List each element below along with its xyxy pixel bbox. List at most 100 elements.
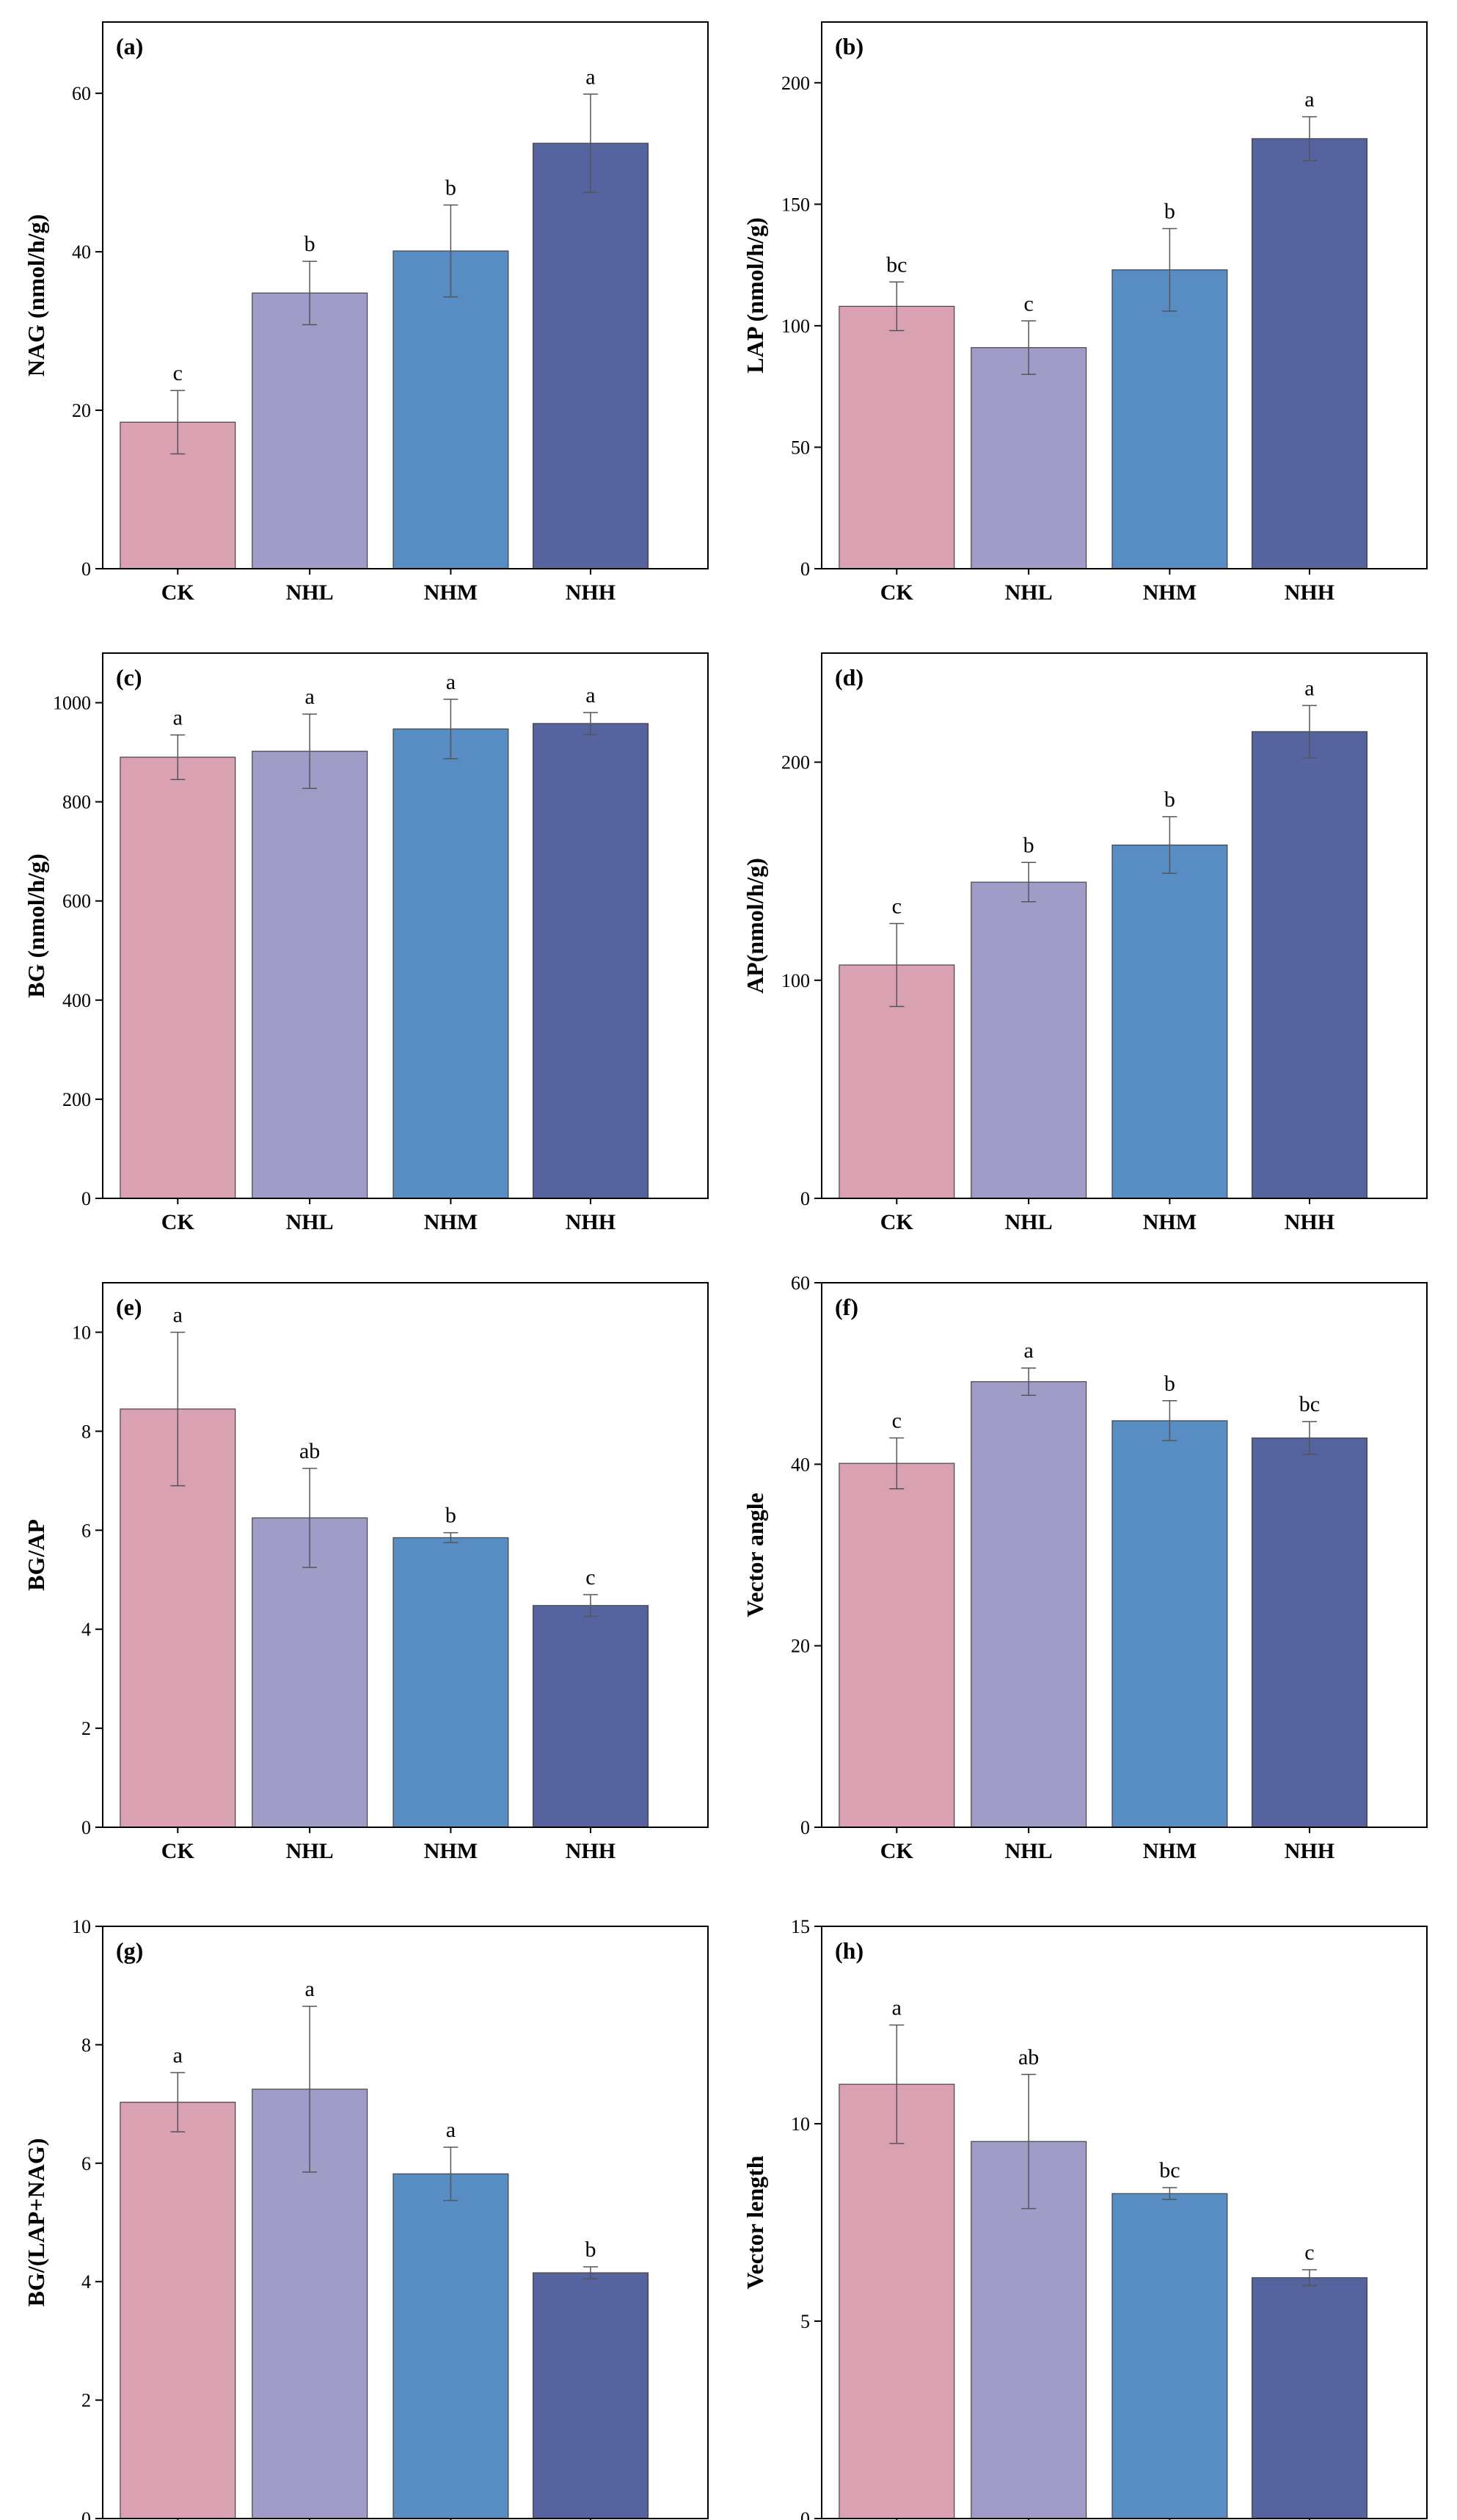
error-bar-nhm [1162, 227, 1177, 312]
error-bar-ck [170, 2072, 186, 2133]
significance-letter: a [173, 2043, 183, 2067]
bar-nhl [252, 751, 368, 1199]
y-tick-label: 0 [81, 558, 91, 580]
bar-ck [839, 1463, 955, 1828]
error-bar-nhh [1301, 116, 1317, 161]
y-tick-label: 60 [72, 83, 91, 104]
x-tick-label: NHM [424, 1210, 478, 1234]
error-bar-nhl [1021, 2074, 1037, 2210]
x-tick-label: NHH [566, 580, 616, 605]
error-bar-ck [889, 2024, 905, 2144]
error-bar-nhh [1301, 1421, 1317, 1455]
chart-panel-4: c b b a 0 100 200 CK NHL NHM NHH AP(nmol/h/g) (d) [742, 652, 1428, 1234]
y-tick-label: 0 [800, 2508, 810, 2520]
y-axis-label: BG/AP [23, 1519, 49, 1591]
y-tick-label: 0 [81, 1188, 91, 1209]
y-axis-label: Vector length [742, 2155, 768, 2289]
chart-panel-6: c a b bc 0 20 40 60 CK NHL NHM NHH Vector angle (f) [742, 1272, 1428, 1863]
y-tick-label: 0 [81, 1817, 91, 1838]
error-bar-nhm [443, 1532, 459, 1543]
significance-letter: b [585, 2237, 596, 2262]
significance-letter: b [1164, 199, 1175, 223]
bar-ck [839, 2083, 955, 2519]
x-tick-label: CK [880, 1839, 914, 1863]
y-tick-label: 6 [81, 1520, 91, 1541]
bar-nhm [1111, 844, 1228, 1199]
panel-label: (b) [835, 33, 863, 59]
significance-letter: ab [1018, 2045, 1039, 2069]
error-bar-ck [889, 281, 905, 332]
y-tick-label: 0 [800, 558, 810, 580]
bar-nhm [392, 2173, 509, 2519]
bar-nhh [532, 2272, 649, 2519]
bar-nhm [1111, 2193, 1228, 2519]
y-tick-label: 40 [791, 1454, 810, 1475]
y-tick-label: 2 [81, 1718, 91, 1739]
error-bar-ck [170, 390, 186, 455]
error-bar-ck [889, 1437, 905, 1490]
bar-ck [839, 305, 955, 569]
y-tick-label: 200 [781, 752, 810, 773]
bar-nhl [971, 881, 1087, 1199]
error-bar-nhl [302, 2006, 318, 2173]
x-tick-label: NHM [424, 580, 478, 605]
significance-letter: a [892, 1996, 902, 2020]
y-tick-label: 100 [781, 316, 810, 337]
y-axis-label: NAG (nmol/h/g) [23, 214, 49, 376]
error-bar-nhh [583, 1594, 598, 1617]
plot-frame [821, 1282, 1428, 1828]
significance-letter: b [445, 1504, 456, 1528]
y-axis-label: BG/(LAP+NAG) [23, 2138, 49, 2307]
significance-letter: a [585, 65, 595, 89]
significance-letter: b [1164, 1372, 1175, 1396]
y-tick-label: 5 [800, 2311, 810, 2332]
x-tick-label: CK [880, 580, 914, 605]
y-tick-label: 0 [81, 2508, 91, 2520]
significance-letter: a [446, 670, 456, 694]
plot-frame [102, 1926, 709, 2519]
significance-letter: a [304, 1977, 314, 2001]
y-tick-label: 8 [81, 2034, 91, 2055]
error-bar-nhl [302, 1468, 318, 1568]
y-tick-label: 20 [72, 400, 91, 421]
panel-label: (f) [835, 1294, 858, 1320]
chart-panel-3: a a a a 0 200 400 600 800 1000 CK NHL NHM NHH BG (nmol… [23, 652, 709, 1234]
x-tick-label: NHH [1285, 1210, 1334, 1234]
error-bar-nhl [1021, 862, 1037, 903]
y-tick-label: 60 [791, 1272, 810, 1294]
panel-label: (a) [116, 33, 143, 59]
bar-ck [120, 757, 236, 1199]
error-bar-nhm [1162, 816, 1177, 874]
error-bar-ck [170, 734, 186, 780]
significance-letter: b [445, 175, 456, 200]
x-tick-label: NHM [1143, 580, 1197, 605]
y-tick-label: 0 [800, 1817, 810, 1838]
chart-panel-1: c b b a 0 20 40 60 CK NHL NHM NHH NAG (nmol/h/g) (a) [23, 21, 709, 605]
x-tick-label: NHL [286, 1839, 334, 1863]
plot-frame [102, 21, 709, 569]
significance-letter: b [1023, 833, 1034, 857]
significance-letter: ab [299, 1439, 320, 1463]
plot-frame [102, 1282, 709, 1828]
bar-nhl [252, 292, 368, 569]
y-axis-label: AP(nmol/h/g) [742, 858, 768, 994]
x-tick-label: CK [880, 1210, 914, 1234]
y-tick-label: 1000 [53, 693, 91, 714]
plot-frame [821, 21, 1428, 569]
y-tick-label: 40 [72, 241, 91, 263]
bar-nhh [1251, 2277, 1367, 2519]
panel-label: (d) [835, 664, 863, 691]
y-tick-label: 800 [62, 792, 91, 813]
significance-letter: a [304, 685, 314, 709]
error-bar-nhm [443, 699, 459, 760]
bar-nhh [1251, 1437, 1367, 1828]
significance-letter: c [173, 361, 183, 385]
y-tick-label: 8 [81, 1421, 91, 1442]
y-tick-label: 10 [72, 1916, 91, 1937]
x-tick-label: NHH [1285, 580, 1334, 605]
error-bar-ck [170, 1331, 186, 1487]
significance-letter: c [1304, 2240, 1314, 2265]
bar-nhl [252, 1517, 368, 1828]
y-tick-label: 600 [62, 891, 91, 912]
